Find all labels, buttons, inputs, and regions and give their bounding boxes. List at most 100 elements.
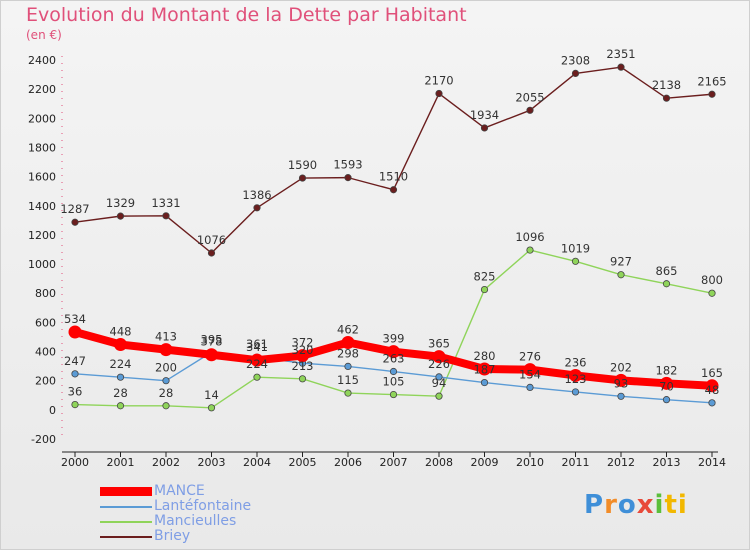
y-tick-label: 1800 xyxy=(28,141,56,154)
data-label-mancieulles: 28 xyxy=(113,386,128,400)
data-point-mance xyxy=(569,368,582,382)
logo-letter: o xyxy=(617,490,637,520)
logo-letter: ti xyxy=(664,490,688,520)
legend-item-briey: Briey xyxy=(100,529,251,544)
logo-letter: i xyxy=(654,490,665,520)
data-point-mance xyxy=(296,349,309,363)
data-label-briey: 1510 xyxy=(379,170,408,184)
y-tick-label: 400 xyxy=(35,346,56,359)
data-point-briey xyxy=(617,63,625,71)
data-point-briey xyxy=(435,89,443,98)
data-label-mance: 341 xyxy=(246,340,268,354)
data-label-mance: 413 xyxy=(155,330,177,344)
data-label-mance: 276 xyxy=(519,350,541,364)
data-label-briey: 2170 xyxy=(424,74,453,88)
data-label-briey: 2138 xyxy=(652,78,681,92)
data-point-mance xyxy=(114,338,127,352)
data-point-lantefontaine xyxy=(71,370,79,378)
y-tick-label: 2400 xyxy=(28,54,56,67)
data-point-mance xyxy=(432,350,446,364)
data-label-mancieulles: 213 xyxy=(292,359,314,373)
data-point-briey xyxy=(662,94,671,102)
legend-swatch-lantefontaine xyxy=(100,505,152,508)
data-point-briey xyxy=(162,212,170,220)
x-tick-label: 2001 xyxy=(107,456,135,469)
data-point-mancieulles xyxy=(435,392,443,400)
data-point-briey xyxy=(116,212,125,220)
data-label-briey: 1934 xyxy=(470,108,499,122)
data-point-lantefontaine xyxy=(162,377,170,385)
logo-letter: r xyxy=(604,490,618,520)
x-tick-label: 2009 xyxy=(471,456,499,469)
y-tick-label: 0 xyxy=(49,404,56,417)
data-point-mancieulles xyxy=(389,390,398,399)
y-tick-label: 1200 xyxy=(28,229,56,242)
logo-letter: x xyxy=(636,490,655,520)
x-tick-label: 2004 xyxy=(243,456,271,469)
data-point-mancieulles xyxy=(162,402,170,410)
data-label-lantefontaine: 48 xyxy=(705,383,720,397)
x-tick-label: 2002 xyxy=(152,456,180,469)
data-label-mance: 448 xyxy=(110,325,132,339)
data-point-mancieulles xyxy=(708,289,716,297)
data-label-lantefontaine: 395 xyxy=(201,332,223,346)
x-tick-label: 2008 xyxy=(425,456,453,469)
data-point-briey xyxy=(571,69,580,78)
legend-swatch-mancieulles xyxy=(100,520,152,523)
data-point-briey xyxy=(389,186,398,194)
legend-label-mancieulles: Mancieulles xyxy=(154,513,237,529)
data-label-lantefontaine: 361 xyxy=(246,337,268,351)
data-point-mance xyxy=(159,343,173,357)
data-point-mance xyxy=(478,362,491,376)
data-label-lantefontaine: 226 xyxy=(428,357,450,371)
data-point-lantefontaine xyxy=(116,373,125,381)
data-label-mancieulles: 927 xyxy=(610,255,632,269)
data-label-mance: 378 xyxy=(201,335,223,349)
data-label-lantefontaine: 123 xyxy=(565,372,587,386)
data-label-mance: 202 xyxy=(610,360,632,374)
y-tick-label: 1600 xyxy=(28,171,56,184)
data-point-briey xyxy=(71,218,79,226)
x-tick-label: 2007 xyxy=(380,456,408,469)
data-point-mancieulles xyxy=(480,285,489,294)
data-label-briey: 1386 xyxy=(242,188,271,202)
data-point-mancieulles xyxy=(207,404,216,412)
data-label-mance: 462 xyxy=(337,323,359,337)
data-point-lantefontaine xyxy=(662,396,671,404)
data-point-briey xyxy=(480,124,489,132)
data-point-mancieulles xyxy=(662,280,671,288)
legend-label-lantefontaine: Lantéfontaine xyxy=(154,498,252,514)
data-label-mancieulles: 28 xyxy=(159,386,174,400)
data-label-lantefontaine: 200 xyxy=(155,361,177,375)
data-point-mance xyxy=(250,353,264,367)
data-label-mancieulles: 800 xyxy=(701,273,723,287)
data-label-mancieulles: 105 xyxy=(383,375,405,389)
data-label-mance: 372 xyxy=(292,336,314,350)
data-label-lantefontaine: 263 xyxy=(383,352,405,366)
data-point-mancieulles xyxy=(116,402,125,410)
data-label-mance: 182 xyxy=(656,363,678,377)
legend-label-mance: MANCE xyxy=(154,483,205,499)
data-label-mancieulles: 94 xyxy=(432,376,447,390)
data-point-briey xyxy=(708,90,716,98)
y-tick-label: 200 xyxy=(35,375,56,388)
legend-label-briey: Briey xyxy=(154,528,191,544)
x-tick-label: 2000 xyxy=(61,456,89,469)
legend-item-mance: MANCE xyxy=(100,484,251,499)
data-point-lantefontaine xyxy=(708,399,716,407)
data-point-mance xyxy=(660,376,673,390)
logo-letter: P xyxy=(584,490,605,520)
data-point-briey xyxy=(526,106,534,114)
y-tick-label: 2200 xyxy=(28,83,56,96)
data-label-lantefontaine: 247 xyxy=(64,354,86,368)
data-point-mancieulles xyxy=(253,373,261,381)
data-point-lantefontaine xyxy=(480,378,489,387)
y-tick-label: 1000 xyxy=(28,258,56,271)
data-point-briey xyxy=(207,249,216,257)
data-label-lantefontaine: 154 xyxy=(519,367,541,381)
data-label-lantefontaine: 187 xyxy=(474,363,496,377)
y-tick-label: -200 xyxy=(31,433,56,446)
data-point-lantefontaine xyxy=(389,367,398,376)
data-point-lantefontaine xyxy=(344,362,352,371)
data-point-mance xyxy=(614,373,628,387)
